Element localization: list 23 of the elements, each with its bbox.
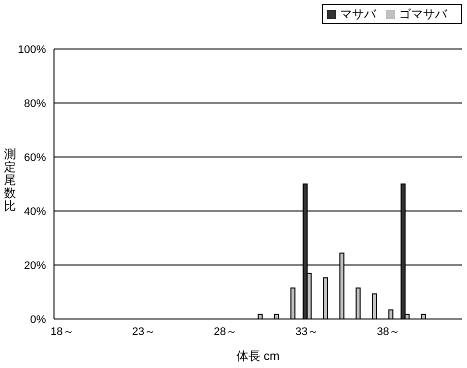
bar: [372, 293, 377, 319]
x-tick-label: 23～: [132, 326, 156, 338]
bar: [356, 287, 361, 319]
x-tick-label: 38～: [376, 326, 400, 338]
y-tick-label: 100%: [18, 44, 46, 56]
y-tick-label: 20%: [24, 260, 46, 272]
y-tick-label: 0%: [30, 314, 46, 326]
y-tick-label: 80%: [24, 98, 46, 110]
bar: [258, 314, 263, 319]
x-axis-title: 体長 cm: [236, 349, 280, 363]
y-tick-label: 40%: [24, 206, 46, 218]
bar: [274, 314, 280, 319]
x-tick-label: 18～: [50, 326, 74, 338]
bar: [420, 314, 426, 319]
x-tick-label: 28～: [214, 326, 237, 338]
x-tick-label: 33～: [295, 326, 319, 338]
legend-label: ゴマサバ: [399, 7, 447, 21]
bar: [323, 277, 328, 319]
bar: [290, 287, 296, 319]
y-tick-label: 60%: [24, 152, 46, 164]
legend-label: マサバ: [340, 7, 376, 21]
bar: [388, 309, 394, 319]
y-axis-title: 測定尾数比: [4, 147, 16, 213]
